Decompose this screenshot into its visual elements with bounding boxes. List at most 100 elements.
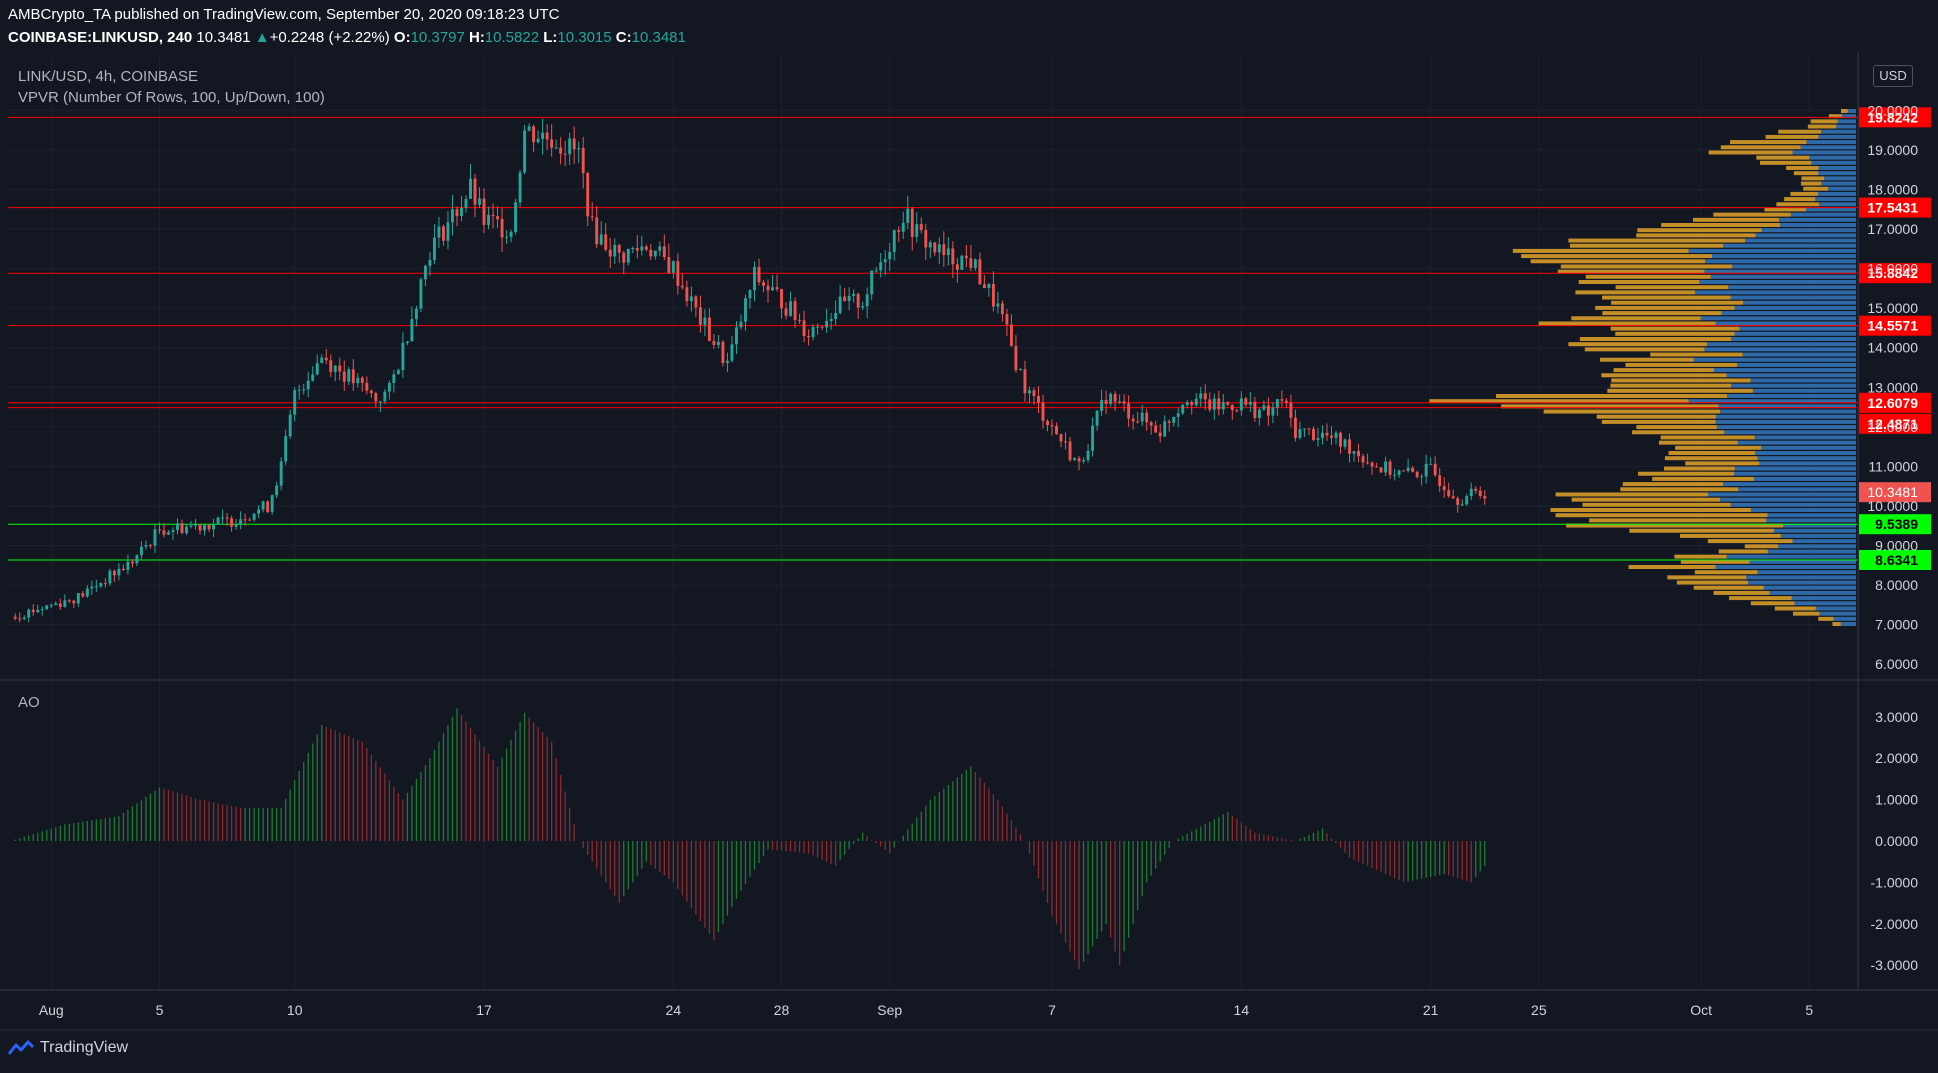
candle-body: [1248, 401, 1252, 405]
candle-body: [653, 250, 657, 257]
vpvr-down-bar: [1650, 352, 1743, 357]
candle-body: [1366, 462, 1370, 464]
candle-body: [906, 208, 910, 223]
price-tick-label: 20.0000: [1867, 102, 1918, 118]
level-price-label: 12.6079: [1867, 395, 1918, 411]
candle-body: [491, 214, 495, 217]
candle-body: [1370, 462, 1374, 467]
candle-body: [460, 207, 463, 217]
candle-body: [1140, 412, 1144, 422]
tradingview-logo[interactable]: TradingView: [8, 1039, 128, 1057]
open-label: O:: [393, 29, 411, 46]
candle-body: [1451, 496, 1455, 499]
vpvr-down-bar: [1720, 145, 1801, 150]
candle-body: [1465, 496, 1469, 505]
candle-body: [1009, 324, 1013, 347]
candle-body: [1266, 405, 1270, 416]
candle-body: [1239, 398, 1243, 411]
high-label: H:: [468, 29, 485, 46]
candle-body: [144, 545, 148, 547]
ao-legend[interactable]: AO: [18, 694, 40, 711]
vpvr-legend[interactable]: VPVR (Number Of Rows, 100, Up/Down, 100): [18, 89, 325, 106]
vpvr-up-bar: [1824, 176, 1856, 181]
candle-body: [139, 546, 143, 556]
candle-body: [117, 568, 121, 576]
price-tick-label: 8.0000: [1875, 577, 1918, 593]
axes: [0, 52, 1938, 1031]
candle-body: [757, 266, 761, 283]
candle-body: [802, 320, 806, 337]
vpvr-up-bar: [1732, 264, 1856, 269]
time-tick-label: 14: [1234, 1002, 1250, 1018]
candle-body: [392, 374, 396, 383]
vpvr-up-bar: [1700, 316, 1856, 321]
vpvr-down-bar: [1579, 337, 1732, 341]
time-tick-label: 17: [476, 1002, 492, 1018]
vpvr-up-bar: [1748, 580, 1856, 585]
candle-body: [1086, 450, 1090, 461]
vpvr-up-bar: [1774, 528, 1856, 533]
candle-body: [58, 603, 62, 607]
candle-body: [541, 132, 545, 139]
vpvr-up-bar: [1711, 254, 1856, 259]
candle-body: [437, 226, 441, 238]
candle-body: [185, 526, 188, 534]
symbol[interactable]: COINBASE:LINKUSD, 240: [8, 29, 193, 46]
candle-body: [1411, 467, 1415, 472]
candle-body: [1275, 399, 1279, 408]
time-tick-label: Oct: [1690, 1002, 1712, 1018]
vpvr-down-bar: [1429, 399, 1689, 404]
ao-tick-label: 2.0000: [1875, 750, 1918, 766]
candle-body: [915, 224, 919, 237]
last-price-label: 10.3481: [1867, 484, 1918, 500]
candle-body: [617, 245, 621, 253]
candle-body: [1023, 369, 1027, 394]
candle-body: [302, 389, 306, 391]
time-tick-label: 24: [666, 1002, 682, 1018]
ao-tick-label: 0.0000: [1875, 833, 1918, 849]
vpvr-up-bar: [1757, 456, 1856, 461]
candle-body: [1235, 410, 1239, 412]
vpvr-down-bar: [1652, 476, 1754, 481]
candle-body: [1388, 461, 1392, 475]
level-price-tag: [1859, 315, 1931, 336]
candle-body: [198, 524, 202, 531]
vpvr-down-bar: [1582, 502, 1731, 507]
candle-body: [703, 317, 707, 325]
candle-body: [121, 568, 125, 570]
vpvr-down-bar: [1566, 523, 1784, 528]
candle-body: [1172, 416, 1176, 423]
vpvr-up-bar: [1821, 129, 1856, 134]
vpvr-down-bar: [1778, 129, 1822, 134]
vpvr-up-bar: [1780, 533, 1856, 538]
candle-body: [76, 593, 80, 604]
candle-body: [1163, 421, 1167, 437]
vpvr-up-bar: [1688, 399, 1856, 404]
series-legend[interactable]: LINK/USD, 4h, COINBASE: [18, 68, 199, 85]
candle-body: [351, 369, 355, 384]
candle-body: [856, 293, 860, 308]
vpvr-up-bar: [1704, 259, 1856, 264]
candle-body: [1050, 425, 1054, 427]
candle-body: [730, 344, 734, 361]
price-tick-label: 11.0000: [1868, 458, 1918, 474]
vpvr-up-bar: [1800, 145, 1856, 150]
candle-body: [383, 391, 387, 402]
vpvr-down-bar: [1571, 316, 1701, 321]
vpvr-up-bar: [1790, 212, 1856, 217]
candle-body: [554, 147, 558, 149]
vpvr-up-bar: [1734, 466, 1856, 471]
currency-badge[interactable]: USD: [1873, 65, 1913, 87]
vpvr-up-bar: [1819, 611, 1856, 616]
candle-body: [568, 138, 572, 155]
candle-body: [843, 296, 847, 302]
vpvr-down-bar: [1800, 181, 1822, 186]
vpvr-up-bar: [1749, 559, 1856, 564]
ao-tick-label: -2.0000: [1871, 916, 1919, 932]
vpvr-up-bar: [1779, 217, 1856, 222]
price-tick-label: 7.0000: [1875, 617, 1918, 633]
candle-body: [658, 246, 662, 251]
vpvr-down-bar: [1637, 228, 1762, 233]
low-value: 10.3015: [557, 29, 612, 46]
